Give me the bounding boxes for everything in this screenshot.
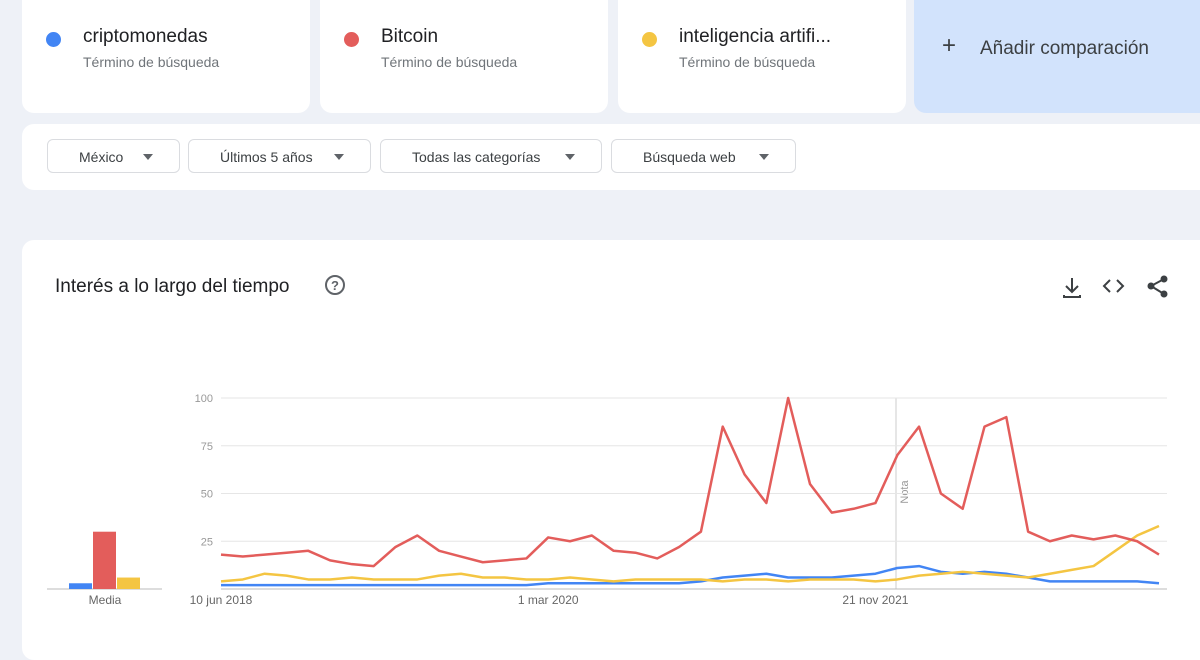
y-tick-label: 25 [201,536,213,548]
section-title: Interés a lo largo del tiempo [55,276,289,297]
term-subtitle: Término de búsqueda [679,54,816,70]
add-comparison[interactable]: + Añadir comparación [914,0,1200,113]
average-bar [93,531,116,589]
note-label: Nota [899,480,911,504]
average-bar [117,577,140,589]
term-card[interactable]: criptomonedas Término de búsqueda [22,0,310,113]
download-icon[interactable] [1063,278,1081,298]
term-dot [46,32,61,47]
filter-chip[interactable]: México [47,139,180,173]
filter-bar: México Últimos 5 años Todas las categorías… [22,124,1200,190]
page: criptomonedas Término de búsqueda Bitcoin T… [22,0,1200,660]
term-subtitle: Término de búsqueda [381,54,518,70]
x-tick-label: 10 jun 2018 [190,593,253,607]
plus-icon: + [942,32,957,59]
help-icon[interactable] [325,275,345,295]
embed-icon[interactable] [1102,279,1125,293]
term-name: inteligencia artifi... [679,26,832,47]
chart-panel: Interés a lo largo del tiempo ? Nota 25 5… [22,240,1200,660]
x-tick-label: 1 mar 2020 [518,593,579,607]
chart: Interés a lo largo del tiempo ? Nota 25 5… [47,275,1168,607]
term-card[interactable]: inteligencia artifi... Término de búsqued… [618,0,906,113]
filter-chip[interactable]: Todas las categorías [380,139,602,173]
y-tick-label: 100 [195,393,213,405]
filter-chip[interactable]: Últimos 5 años [188,139,371,173]
term-name: Bitcoin [381,26,439,47]
filter-chip[interactable]: Búsqueda web [611,139,796,173]
term-subtitle: Término de búsqueda [83,54,220,70]
average-bar [69,583,92,589]
y-tick-label: 75 [201,441,213,453]
x-tick-label: 21 nov 2021 [842,593,908,607]
term-dot [344,32,359,47]
add-label: Añadir comparación [980,38,1149,59]
series-line [220,524,1160,583]
y-tick-label: 50 [201,489,213,501]
term-card[interactable]: Bitcoin Término de búsqueda [320,0,608,113]
help-mark: ? [331,278,339,293]
series-line [220,396,1160,568]
term-dot [642,32,657,47]
term-name: criptomonedas [83,26,208,47]
share-icon[interactable] [1147,275,1168,298]
series-line [221,564,1160,587]
average-label: Media [89,593,122,607]
